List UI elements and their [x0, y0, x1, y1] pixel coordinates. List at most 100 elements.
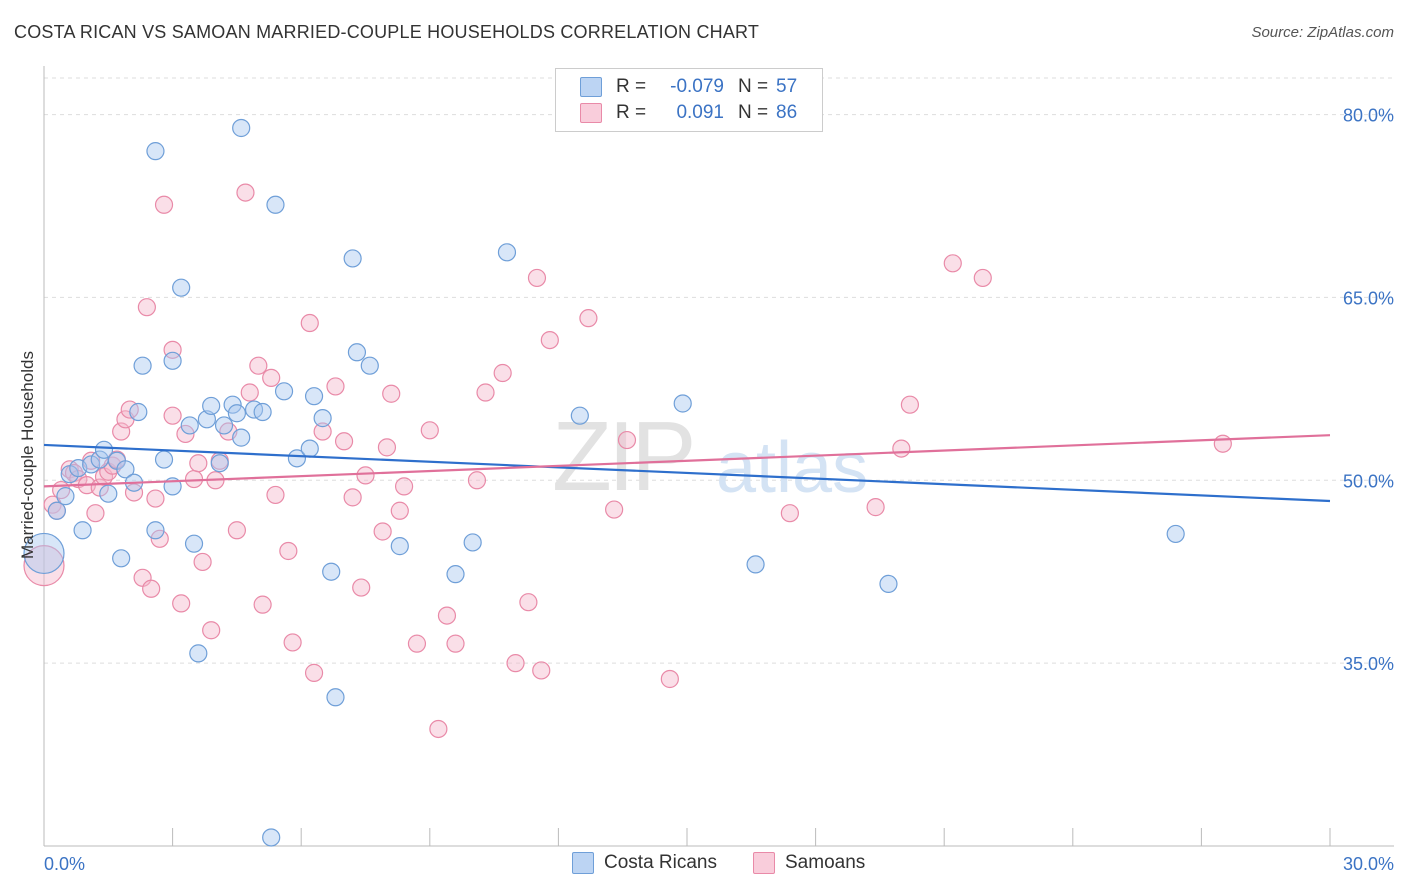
- legend-label: Costa Ricans: [604, 852, 717, 873]
- costa-rican-point: [94, 440, 114, 459]
- samoan-point: [266, 485, 285, 505]
- costa-rican-point: [313, 409, 332, 428]
- samoan-point: [900, 395, 920, 414]
- samoan-point: [373, 522, 392, 541]
- n-label: N =: [738, 76, 769, 97]
- costa-rican-point: [673, 394, 692, 413]
- samoan-point: [866, 498, 885, 517]
- samoan-point: [605, 500, 624, 519]
- costa-rican-point: [232, 428, 251, 447]
- costa-rican-point: [202, 396, 221, 416]
- costa-rican-point: [116, 460, 135, 479]
- costa-rican-point: [347, 343, 367, 362]
- r-value: 0.091: [676, 102, 724, 123]
- legend-row-samoans: R = 0.091 N = 86: [580, 101, 797, 125]
- samoan-point: [532, 661, 551, 680]
- samoan-point: [476, 383, 495, 402]
- samoans-trend-line: [43, 434, 1331, 488]
- costa-rican-point: [253, 402, 272, 422]
- samoan-point: [1213, 434, 1232, 453]
- samoan-point: [352, 578, 371, 597]
- y-axis-label: Married-couple Households: [18, 351, 37, 559]
- samoan-point: [892, 439, 911, 458]
- samoan-point: [660, 669, 679, 689]
- costa-rican-point: [23, 532, 65, 575]
- samoan-point: [493, 363, 512, 383]
- watermark-atlas: atlas: [716, 428, 868, 508]
- x-tick-label: 30.0%: [1343, 854, 1394, 874]
- costa-rican-point: [172, 278, 191, 297]
- legend-item-samoans[interactable]: Samoans: [753, 852, 865, 874]
- samoan-point: [154, 195, 174, 214]
- y-tick-label: 65.0%: [1343, 288, 1394, 308]
- samoan-point: [142, 579, 161, 598]
- samoan-point: [780, 504, 799, 523]
- costa-rican-point: [274, 382, 294, 401]
- samoan-point: [617, 430, 637, 450]
- costa-rican-point: [56, 487, 75, 506]
- legend-label: Samoans: [785, 852, 866, 873]
- samoan-point: [943, 254, 962, 273]
- costa-rican-point: [184, 534, 204, 553]
- samoan-point: [437, 606, 457, 625]
- samoan-point: [163, 406, 182, 425]
- samoan-point: [394, 477, 414, 496]
- costa-rican-point: [300, 439, 319, 458]
- samoan-point: [240, 383, 259, 402]
- samoan-point: [150, 529, 169, 548]
- samoan-point: [172, 594, 191, 613]
- samoan-point: [527, 268, 547, 288]
- samoan-point: [176, 424, 195, 444]
- source-label: Source: ZipAtlas.com: [1251, 24, 1394, 41]
- samoan-point: [193, 552, 212, 572]
- costa-rican-point: [73, 521, 92, 540]
- x-tick-label: 0.0%: [44, 854, 85, 874]
- costa-rican-point: [210, 454, 229, 473]
- costa-rican-point: [343, 249, 362, 268]
- costa-rican-point: [446, 565, 465, 584]
- samoan-point: [300, 313, 319, 333]
- costa-rican-point: [214, 416, 234, 435]
- pink-swatch: [580, 103, 602, 123]
- r-label: R =: [616, 76, 647, 97]
- costa-rican-point: [497, 243, 517, 262]
- costa-rican-point: [326, 688, 345, 707]
- trend-lines: [43, 434, 1331, 503]
- samoan-point: [262, 368, 281, 387]
- costa-rican-point: [180, 416, 199, 435]
- costa-rican-point: [570, 406, 589, 425]
- pink-swatch: [753, 852, 775, 874]
- samoan-point: [382, 384, 401, 403]
- n-label: N =: [738, 102, 769, 123]
- costa-rican-point: [82, 455, 101, 474]
- samoan-point: [124, 483, 144, 502]
- samoan-point: [202, 621, 221, 640]
- costa-rican-point: [262, 828, 281, 847]
- costa-rican-point: [360, 356, 379, 375]
- samoan-point: [283, 633, 302, 652]
- costa-rican-point: [227, 404, 246, 423]
- n-value: 57: [776, 76, 798, 97]
- costa-ricans-points: [23, 118, 1185, 847]
- samoan-point: [973, 268, 992, 288]
- blue-swatch: [580, 77, 602, 97]
- watermark-zip: ZIP: [552, 401, 692, 511]
- costa-rican-point: [879, 574, 898, 594]
- costa-rican-point: [133, 356, 152, 375]
- samoan-point: [506, 654, 525, 673]
- samoan-point: [304, 663, 324, 682]
- samoan-point: [184, 469, 204, 489]
- samoan-point: [253, 595, 272, 614]
- costa-rican-point: [463, 533, 482, 552]
- samoan-point: [407, 634, 427, 653]
- samoan-point: [519, 593, 538, 612]
- costa-rican-point: [129, 402, 148, 422]
- costa-rican-point: [322, 562, 341, 581]
- y-tick-label: 50.0%: [1343, 471, 1394, 491]
- y-tick-label: 80.0%: [1343, 106, 1394, 126]
- samoan-point: [137, 298, 156, 317]
- samoan-point: [420, 421, 439, 440]
- legend-item-costa-ricans[interactable]: Costa Ricans: [572, 852, 717, 874]
- samoan-point: [236, 183, 255, 202]
- costa-rican-point: [287, 449, 307, 468]
